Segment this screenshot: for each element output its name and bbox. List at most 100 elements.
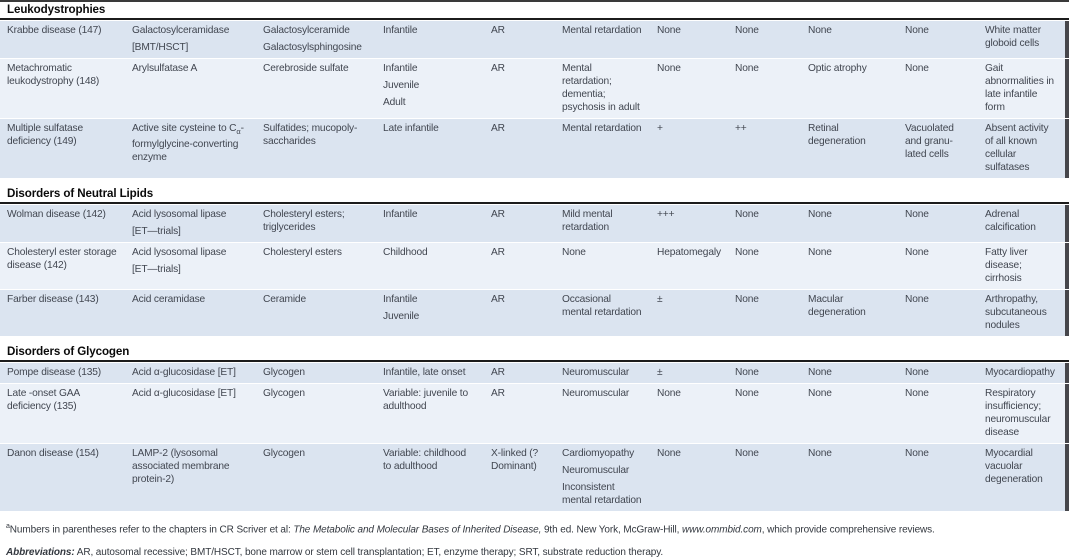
table-cell: Cholesteryl ester storage disease (142) xyxy=(0,243,125,289)
table-cell: Absent activity of all known cellular su… xyxy=(978,119,1065,178)
table-cell: None xyxy=(898,384,978,443)
table-cell: Neuromuscular xyxy=(555,363,650,383)
table-row: Wolman disease (142) Acid lysosomal lipas… xyxy=(0,205,1069,242)
cell-text: None xyxy=(808,448,832,459)
table-cell: None xyxy=(728,59,801,118)
cell-text: Infantile xyxy=(383,25,418,36)
table-cell: None xyxy=(898,444,978,511)
table-cell: Late -onset GAA deficiency (135) xyxy=(0,384,125,443)
cell-text: AR xyxy=(491,247,505,258)
table-row: Late -onset GAA deficiency (135) Acid α-g… xyxy=(0,384,1069,443)
cell-text: AR xyxy=(491,63,505,74)
cell-text: None xyxy=(905,209,929,220)
table-cell: LAMP-2 (lysosomal associated membrane pr… xyxy=(125,444,256,511)
cell-text: Cardiomyopathy xyxy=(562,448,635,459)
cell-text: ± xyxy=(657,294,663,305)
table-row: Danon disease (154) LAMP-2 (lysosomal ass… xyxy=(0,444,1069,511)
table-cell: Mental retardation xyxy=(555,21,650,58)
table-cell: Acid lysosomal lipase [ET—trials] xyxy=(125,243,256,289)
cell-text: None xyxy=(735,25,759,36)
table-cell: None xyxy=(728,384,801,443)
cell-text: Sulfatides; mucopoly-saccharides xyxy=(263,123,358,147)
cell-text: AR xyxy=(491,294,505,305)
cell-text: None xyxy=(657,448,681,459)
cell-text: AR xyxy=(491,123,505,134)
cell-text: Macular degeneration xyxy=(808,294,866,318)
table-cell: AR xyxy=(484,59,555,118)
footnotes: aNumbers in parentheses refer to the cha… xyxy=(0,512,1069,559)
table-cell: Cerebroside sulfate xyxy=(256,59,376,118)
cell-text: Acid α-glucosidase [ET] xyxy=(132,367,236,378)
table-row: Metachromatic leukodystrophy (148) Arylsu… xyxy=(0,59,1069,118)
cell-text: Vacuolated and granu-lated cells xyxy=(905,123,954,160)
cell-text: Cerebroside sulfate xyxy=(263,63,349,74)
cell-text: None xyxy=(905,448,929,459)
cell-text: Mental retardation; dementia; psychosis … xyxy=(562,63,640,113)
table-cell: None xyxy=(728,243,801,289)
cell-text: Variable: childhood to adulthood xyxy=(383,448,467,472)
table-cell: Farber disease (143) xyxy=(0,290,125,336)
table-cell: None xyxy=(801,243,898,289)
table-cell: AR xyxy=(484,205,555,242)
cell-text: Late -onset GAA deficiency (135) xyxy=(7,388,80,412)
table-cell: None xyxy=(898,59,978,118)
cell-text: None xyxy=(735,63,759,74)
table-cell: Cholesteryl esters xyxy=(256,243,376,289)
cell-text: None xyxy=(808,247,832,258)
table-cell: None xyxy=(555,243,650,289)
table-cell: Glycogen xyxy=(256,384,376,443)
table-cell: None xyxy=(650,59,728,118)
table-cell: Sulfatides; mucopoly-saccharides xyxy=(256,119,376,178)
table-cell: Arthropathy, subcutaneous nodules xyxy=(978,290,1065,336)
cell-text: Galactosylceramidase xyxy=(132,25,230,36)
table-cell: None xyxy=(728,21,801,58)
table-body: Leukodystrophies Krabbe disease (147) Gala… xyxy=(0,2,1069,511)
cell-text: ± xyxy=(657,367,663,378)
cell-text: None xyxy=(905,294,929,305)
cell-text: Gait abnormalities in late infantile for… xyxy=(985,63,1054,113)
cell-text: Respiratory insufficiency; neuromuscular… xyxy=(985,388,1051,438)
table-cell: None xyxy=(728,444,801,511)
section-header: Leukodystrophies xyxy=(0,2,1069,20)
cell-text: Acid ceramidase xyxy=(132,294,206,305)
cell-text: AR xyxy=(491,209,505,220)
table-cell: Galactosylceramidase [BMT/HSCT] xyxy=(125,21,256,58)
cell-text: None xyxy=(905,367,929,378)
cell-text: LAMP-2 (lysosomal associated membrane pr… xyxy=(132,448,230,485)
cell-text: Galactosylceramide xyxy=(263,25,350,36)
table-cell: None xyxy=(728,363,801,383)
table-cell: None xyxy=(650,384,728,443)
table-cell: None xyxy=(650,444,728,511)
cell-text: None xyxy=(735,448,759,459)
table-cell: Arylsulfatase A xyxy=(125,59,256,118)
cell-text: None xyxy=(735,209,759,220)
cell-text: Variable: juvenile to adulthood xyxy=(383,388,469,412)
table-cell: Infantile, late onset xyxy=(376,363,484,383)
table-cell: None xyxy=(650,21,728,58)
table-cell: AR xyxy=(484,21,555,58)
cell-text: Mental retardation xyxy=(562,123,642,134)
cell-text: X-linked (?Dominant) xyxy=(491,448,539,472)
cell-text: Metachromatic leukodystrophy (148) xyxy=(7,63,100,87)
table-cell: Glycogen xyxy=(256,363,376,383)
cell-text: Adrenal calcification xyxy=(985,209,1036,233)
table-cell: Myocardial vacuolar degeneration xyxy=(978,444,1065,511)
cell-text: Ceramide xyxy=(263,294,306,305)
cell-text: Juvenile xyxy=(383,80,420,91)
table-cell: Galactosylceramide Galactosylsphingosine xyxy=(256,21,376,58)
cell-text: None xyxy=(808,388,832,399)
cell-text: Occasional mental retardation xyxy=(562,294,642,318)
cell-text: AR xyxy=(491,388,505,399)
table-cell: Fatty liver disease; cirrhosis xyxy=(978,243,1065,289)
cell-text: Active site cysteine to Cα-formylglycine… xyxy=(132,123,244,164)
table-row: Pompe disease (135) Acid α-glucosidase [E… xyxy=(0,363,1069,383)
cell-text: Juvenile xyxy=(383,311,420,322)
table-row: Farber disease (143) Acid ceramidase Ceram… xyxy=(0,290,1069,336)
cell-text: Krabbe disease (147) xyxy=(7,25,102,36)
cell-text: Acid lysosomal lipase xyxy=(132,209,227,220)
table-cell: Vacuolated and granu-lated cells xyxy=(898,119,978,178)
table-cell: Metachromatic leukodystrophy (148) xyxy=(0,59,125,118)
table-cell: Variable: childhood to adulthood xyxy=(376,444,484,511)
cell-text: Galactosylsphingosine xyxy=(263,42,362,53)
table-cell: Mental retardation xyxy=(555,119,650,178)
